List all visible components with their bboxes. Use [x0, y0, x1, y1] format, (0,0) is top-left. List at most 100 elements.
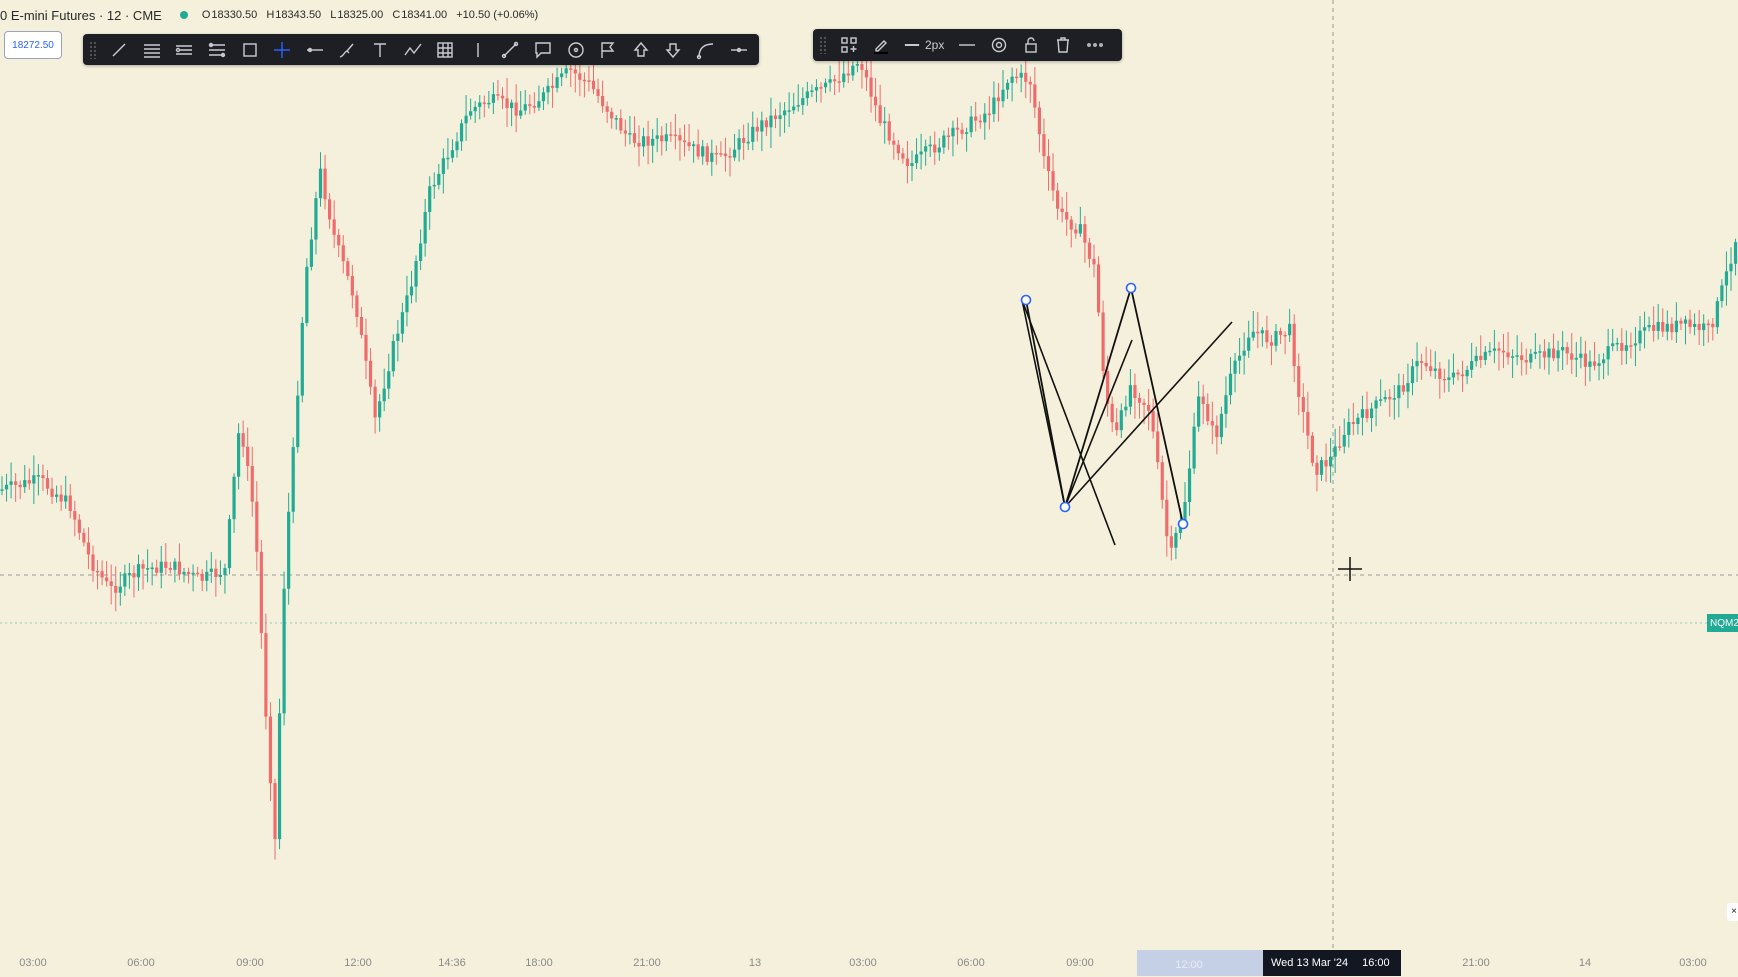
candle-body: [591, 80, 596, 90]
candle-body: [1415, 361, 1419, 367]
curve-icon[interactable]: [690, 36, 723, 64]
candle-body: [1242, 350, 1246, 356]
drawing-toolbar[interactable]: [83, 34, 759, 65]
candle-body: [332, 219, 336, 235]
candle-body: [705, 146, 709, 162]
candle-body: [23, 480, 27, 488]
candle-body: [1028, 81, 1032, 85]
brush-icon[interactable]: [331, 36, 364, 64]
flag-icon[interactable]: [592, 36, 625, 64]
candle-body: [1042, 134, 1046, 157]
candle-body: [64, 495, 68, 502]
candle-body: [869, 77, 873, 97]
time-tick: 06:00: [957, 957, 985, 969]
time-tick: 14:36: [438, 957, 466, 969]
parallel-channel-icon[interactable]: [168, 36, 201, 64]
horizontal-ray-icon[interactable]: [722, 36, 755, 64]
candle-body: [4, 484, 9, 490]
candle-body: [1410, 366, 1415, 384]
candle-body: [136, 564, 141, 578]
text-icon[interactable]: [364, 36, 397, 64]
measure-icon[interactable]: [494, 36, 527, 64]
candle-body: [1620, 342, 1624, 351]
trash-icon[interactable]: [1047, 31, 1079, 59]
line-width-button[interactable]: 2px: [897, 31, 951, 59]
candle-body: [127, 573, 131, 575]
candle-body: [464, 115, 468, 124]
candle-body: [282, 588, 286, 714]
candle-body: [186, 571, 191, 575]
candle-body: [1670, 323, 1674, 333]
horizontal-lines-icon[interactable]: [136, 36, 169, 64]
candle-body: [1397, 385, 1401, 399]
candle-body: [1538, 351, 1542, 353]
candle-body: [1642, 327, 1647, 331]
candle-body: [1570, 353, 1574, 360]
rectangle-icon[interactable]: [233, 36, 266, 64]
candle-body: [819, 87, 823, 89]
candle-body: [1392, 398, 1396, 400]
vertical-line-icon[interactable]: [462, 36, 495, 64]
candle-body: [118, 586, 122, 593]
candle-body: [1624, 345, 1628, 351]
candle-body: [1497, 348, 1501, 351]
candle-body: [382, 388, 386, 402]
arrow-up-icon[interactable]: [625, 36, 658, 64]
candle-body: [364, 334, 368, 361]
candle-body: [205, 571, 209, 581]
crosshair-icon[interactable]: [266, 36, 299, 64]
grid-icon[interactable]: [429, 36, 462, 64]
drag-handle-icon[interactable]: [819, 36, 827, 54]
ray-icon[interactable]: [299, 36, 332, 64]
settings-icon[interactable]: [983, 31, 1015, 59]
pencil-color-icon[interactable]: [865, 31, 897, 59]
candle-body: [432, 184, 436, 187]
candle-body: [623, 130, 627, 134]
line-style-icon[interactable]: [951, 31, 983, 59]
drag-handle-icon[interactable]: [89, 40, 97, 59]
candle-body: [1142, 402, 1146, 405]
candle-body: [1520, 355, 1524, 361]
more-icon[interactable]: [1079, 31, 1111, 59]
candle-body: [842, 73, 846, 83]
candle-body: [164, 561, 168, 568]
candle-body: [532, 105, 536, 108]
price-input-chip[interactable]: 18272.50: [4, 31, 62, 59]
candle-body: [1051, 171, 1055, 191]
path-icon[interactable]: [396, 36, 429, 64]
candle-body: [227, 519, 232, 569]
template-icon[interactable]: [833, 31, 865, 59]
time-axis[interactable]: 03:00 06:00 09:00 12:00 14:36 18:00 21:0…: [0, 948, 1738, 977]
time-tick: 13: [748, 957, 762, 969]
candle-body: [1647, 325, 1651, 328]
callout-icon[interactable]: [527, 36, 560, 64]
candle-body: [32, 475, 36, 484]
arrow-down-icon[interactable]: [657, 36, 690, 64]
candle-body: [200, 573, 204, 581]
candle-body: [1269, 342, 1274, 346]
unlock-icon[interactable]: [1015, 31, 1047, 59]
candle-body: [14, 481, 18, 485]
fib-channel-icon[interactable]: [201, 36, 234, 64]
candle-body: [828, 79, 832, 83]
candle-body: [773, 115, 778, 119]
candle-body: [1301, 396, 1305, 412]
ellipse-icon[interactable]: [559, 36, 592, 64]
candle-body: [1665, 323, 1669, 332]
candle-body: [1015, 76, 1019, 79]
close-icon[interactable]: ×: [1727, 903, 1738, 921]
candle-body: [1315, 462, 1319, 475]
symbol-title[interactable]: 0 E-mini Futures · 12 · CME: [0, 7, 162, 23]
candle-body: [173, 561, 177, 570]
candle-body: [514, 102, 518, 116]
candle-body: [1119, 410, 1123, 431]
candle-body: [1187, 468, 1192, 503]
drawing-properties-toolbar[interactable]: 2px: [813, 29, 1122, 61]
trend-line-icon[interactable]: [103, 36, 136, 64]
candle-body: [214, 568, 218, 578]
candle-body: [673, 134, 677, 137]
candle-body: [778, 115, 782, 119]
candle-body: [1606, 346, 1610, 360]
